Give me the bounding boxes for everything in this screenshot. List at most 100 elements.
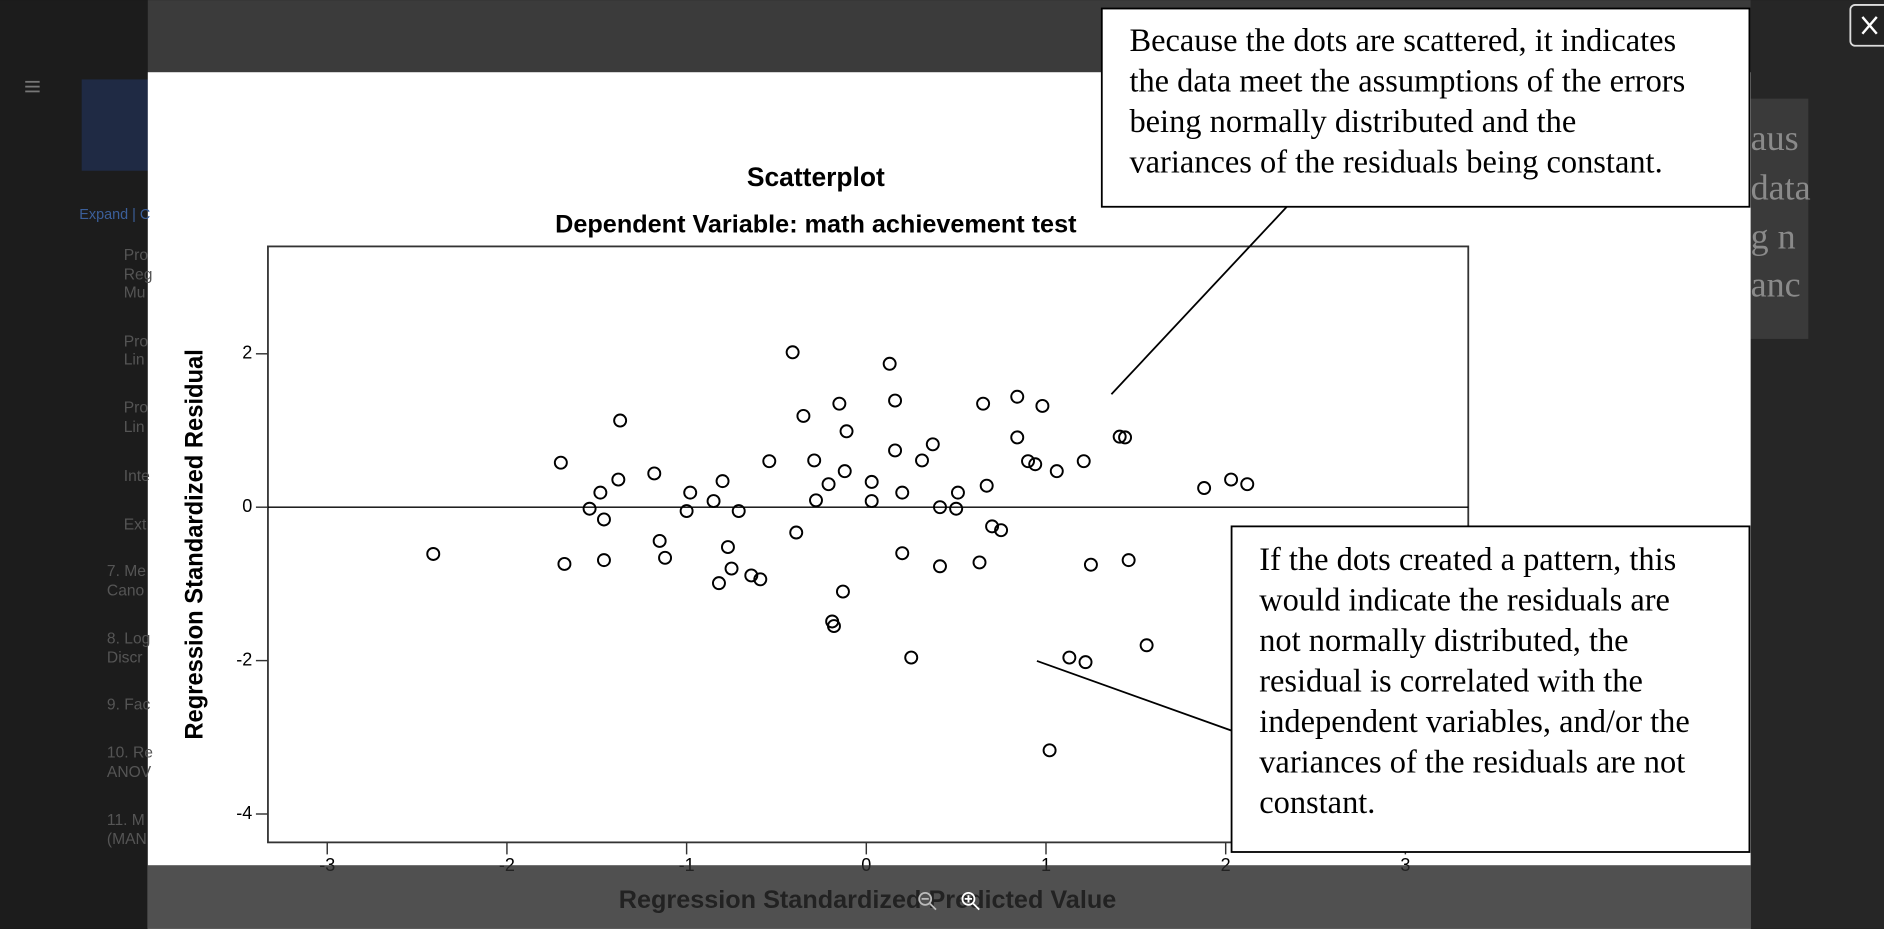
zoom-in[interactable] [961,891,980,911]
point [658,550,673,565]
point [1010,430,1025,445]
point [895,485,910,500]
point [826,619,841,634]
x-tick-label: 2 [1221,855,1231,875]
sidebar-text: 8. Log [107,630,150,647]
menu-icon[interactable] [25,80,40,93]
x-tick-label: 3 [1400,855,1410,875]
point [785,345,800,360]
page-text-fragment: g n [1751,217,1796,257]
point [904,650,919,665]
sidebar-text: 9. Fac [107,697,151,714]
point [647,466,662,481]
sidebar-text: Discr [107,650,143,667]
y-tick-label: -4 [236,803,252,823]
annotation-line: constant. [1259,785,1375,821]
point [864,474,879,489]
sidebar-text: Pro [124,247,149,264]
point [1028,457,1043,472]
point [789,525,804,540]
sidebar-text: (MAN [107,831,147,848]
point [1076,454,1091,469]
point [821,477,836,492]
point [915,453,929,468]
point [557,556,572,571]
point [652,533,667,548]
sidebar-text: Mu [124,284,146,301]
point [882,356,897,371]
sidebar-text: Lin [124,419,145,436]
point [426,547,441,561]
point [839,424,854,439]
annotation-line: not normally distributed, the [1259,623,1628,659]
point [613,413,628,428]
annotation-line: variances of the residuals are not [1259,744,1685,780]
annotation-box [1100,7,1751,208]
point [835,584,850,599]
point [596,553,611,568]
point [832,396,847,411]
sidebar-text: Inte [124,468,150,485]
point [720,540,735,555]
point [1021,454,1035,469]
x-tick-label: 1 [1041,855,1051,875]
lightbox-toolbar [147,865,1751,929]
chart-title: Scatterplot [747,162,885,192]
point [807,453,822,468]
point [706,494,721,509]
point [1112,429,1127,444]
point [553,455,568,470]
sidebar-text: ANOV [107,764,152,781]
sidebar-text: 11. M [107,812,145,829]
sidebar-text: Expand | C [79,207,150,223]
page-text-fragment: data [1751,167,1811,207]
x-tick-label: 0 [861,855,871,875]
close-button[interactable] [1849,4,1884,47]
point [972,555,987,570]
point [809,493,823,508]
point [1010,389,1025,404]
point [1197,481,1212,495]
point [762,454,777,469]
point [731,504,746,519]
point [1049,464,1064,479]
sidebar-text: Lin [124,352,145,369]
y-tick-label: -2 [236,649,252,669]
point [949,501,964,516]
callout-line [1110,206,1288,395]
point [1121,553,1136,568]
point [1224,472,1239,487]
point [933,559,947,574]
sidebar-text: Pro [124,334,149,351]
zoom-out[interactable] [918,891,937,911]
annotation-line: Because the dots are scattered, it indic… [1129,23,1676,59]
callout-line [1036,660,1232,732]
sidebar-text: Reg [124,266,153,283]
sidebar-text: 10. Re [107,745,153,762]
point [1035,398,1050,413]
point [679,504,694,519]
point [837,464,852,479]
point [715,474,730,489]
right-page-snippet [1750,98,1809,339]
point [933,500,947,515]
point [888,393,903,408]
y-tick-label: 2 [242,343,252,363]
annotation-line: the data meet the assumptions of the err… [1129,63,1685,99]
chart-subtitle: Dependent Variable: math achievement tes… [555,211,1077,239]
sidebar-text: Cano [107,582,145,599]
page-text-fragment: anc [1751,265,1801,305]
annotation-line: would indicate the residuals are [1259,582,1670,618]
sidebar-text: 7. Me [107,563,146,580]
point [711,576,726,591]
point [925,437,940,452]
point [796,408,811,423]
point [1062,650,1077,665]
point [985,519,1000,534]
point [1078,655,1093,670]
page-text-fragment: aus [1751,118,1799,158]
point [724,561,739,576]
point [888,443,903,458]
annotations: Because the dots are scattered, it indic… [1129,23,1689,821]
point [753,572,768,587]
